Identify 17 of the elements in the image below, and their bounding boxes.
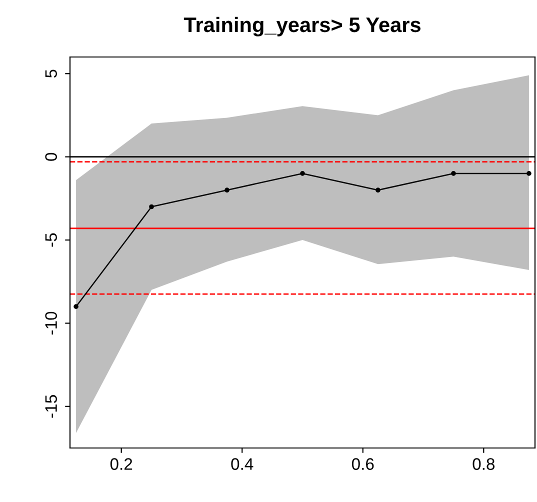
x-tick-label: 0.2 (110, 458, 132, 470)
point (526, 171, 532, 176)
point (149, 204, 154, 210)
y-tick-label: -5 (45, 233, 57, 247)
point (224, 188, 230, 193)
x-tick-label: 0.8 (472, 458, 495, 470)
point (300, 171, 305, 176)
chart-title: Training_years> 5 Years (184, 16, 420, 36)
y-tick-label: -15 (45, 395, 57, 418)
y-tick-label: 5 (45, 70, 57, 78)
point (376, 188, 380, 193)
x-tick-label: 0.4 (231, 458, 254, 470)
point (74, 304, 78, 310)
point (451, 171, 456, 176)
y-tick-label: 0 (45, 152, 57, 161)
y-tick-label: -10 (45, 312, 57, 335)
x-tick-label: 0.6 (352, 458, 374, 470)
